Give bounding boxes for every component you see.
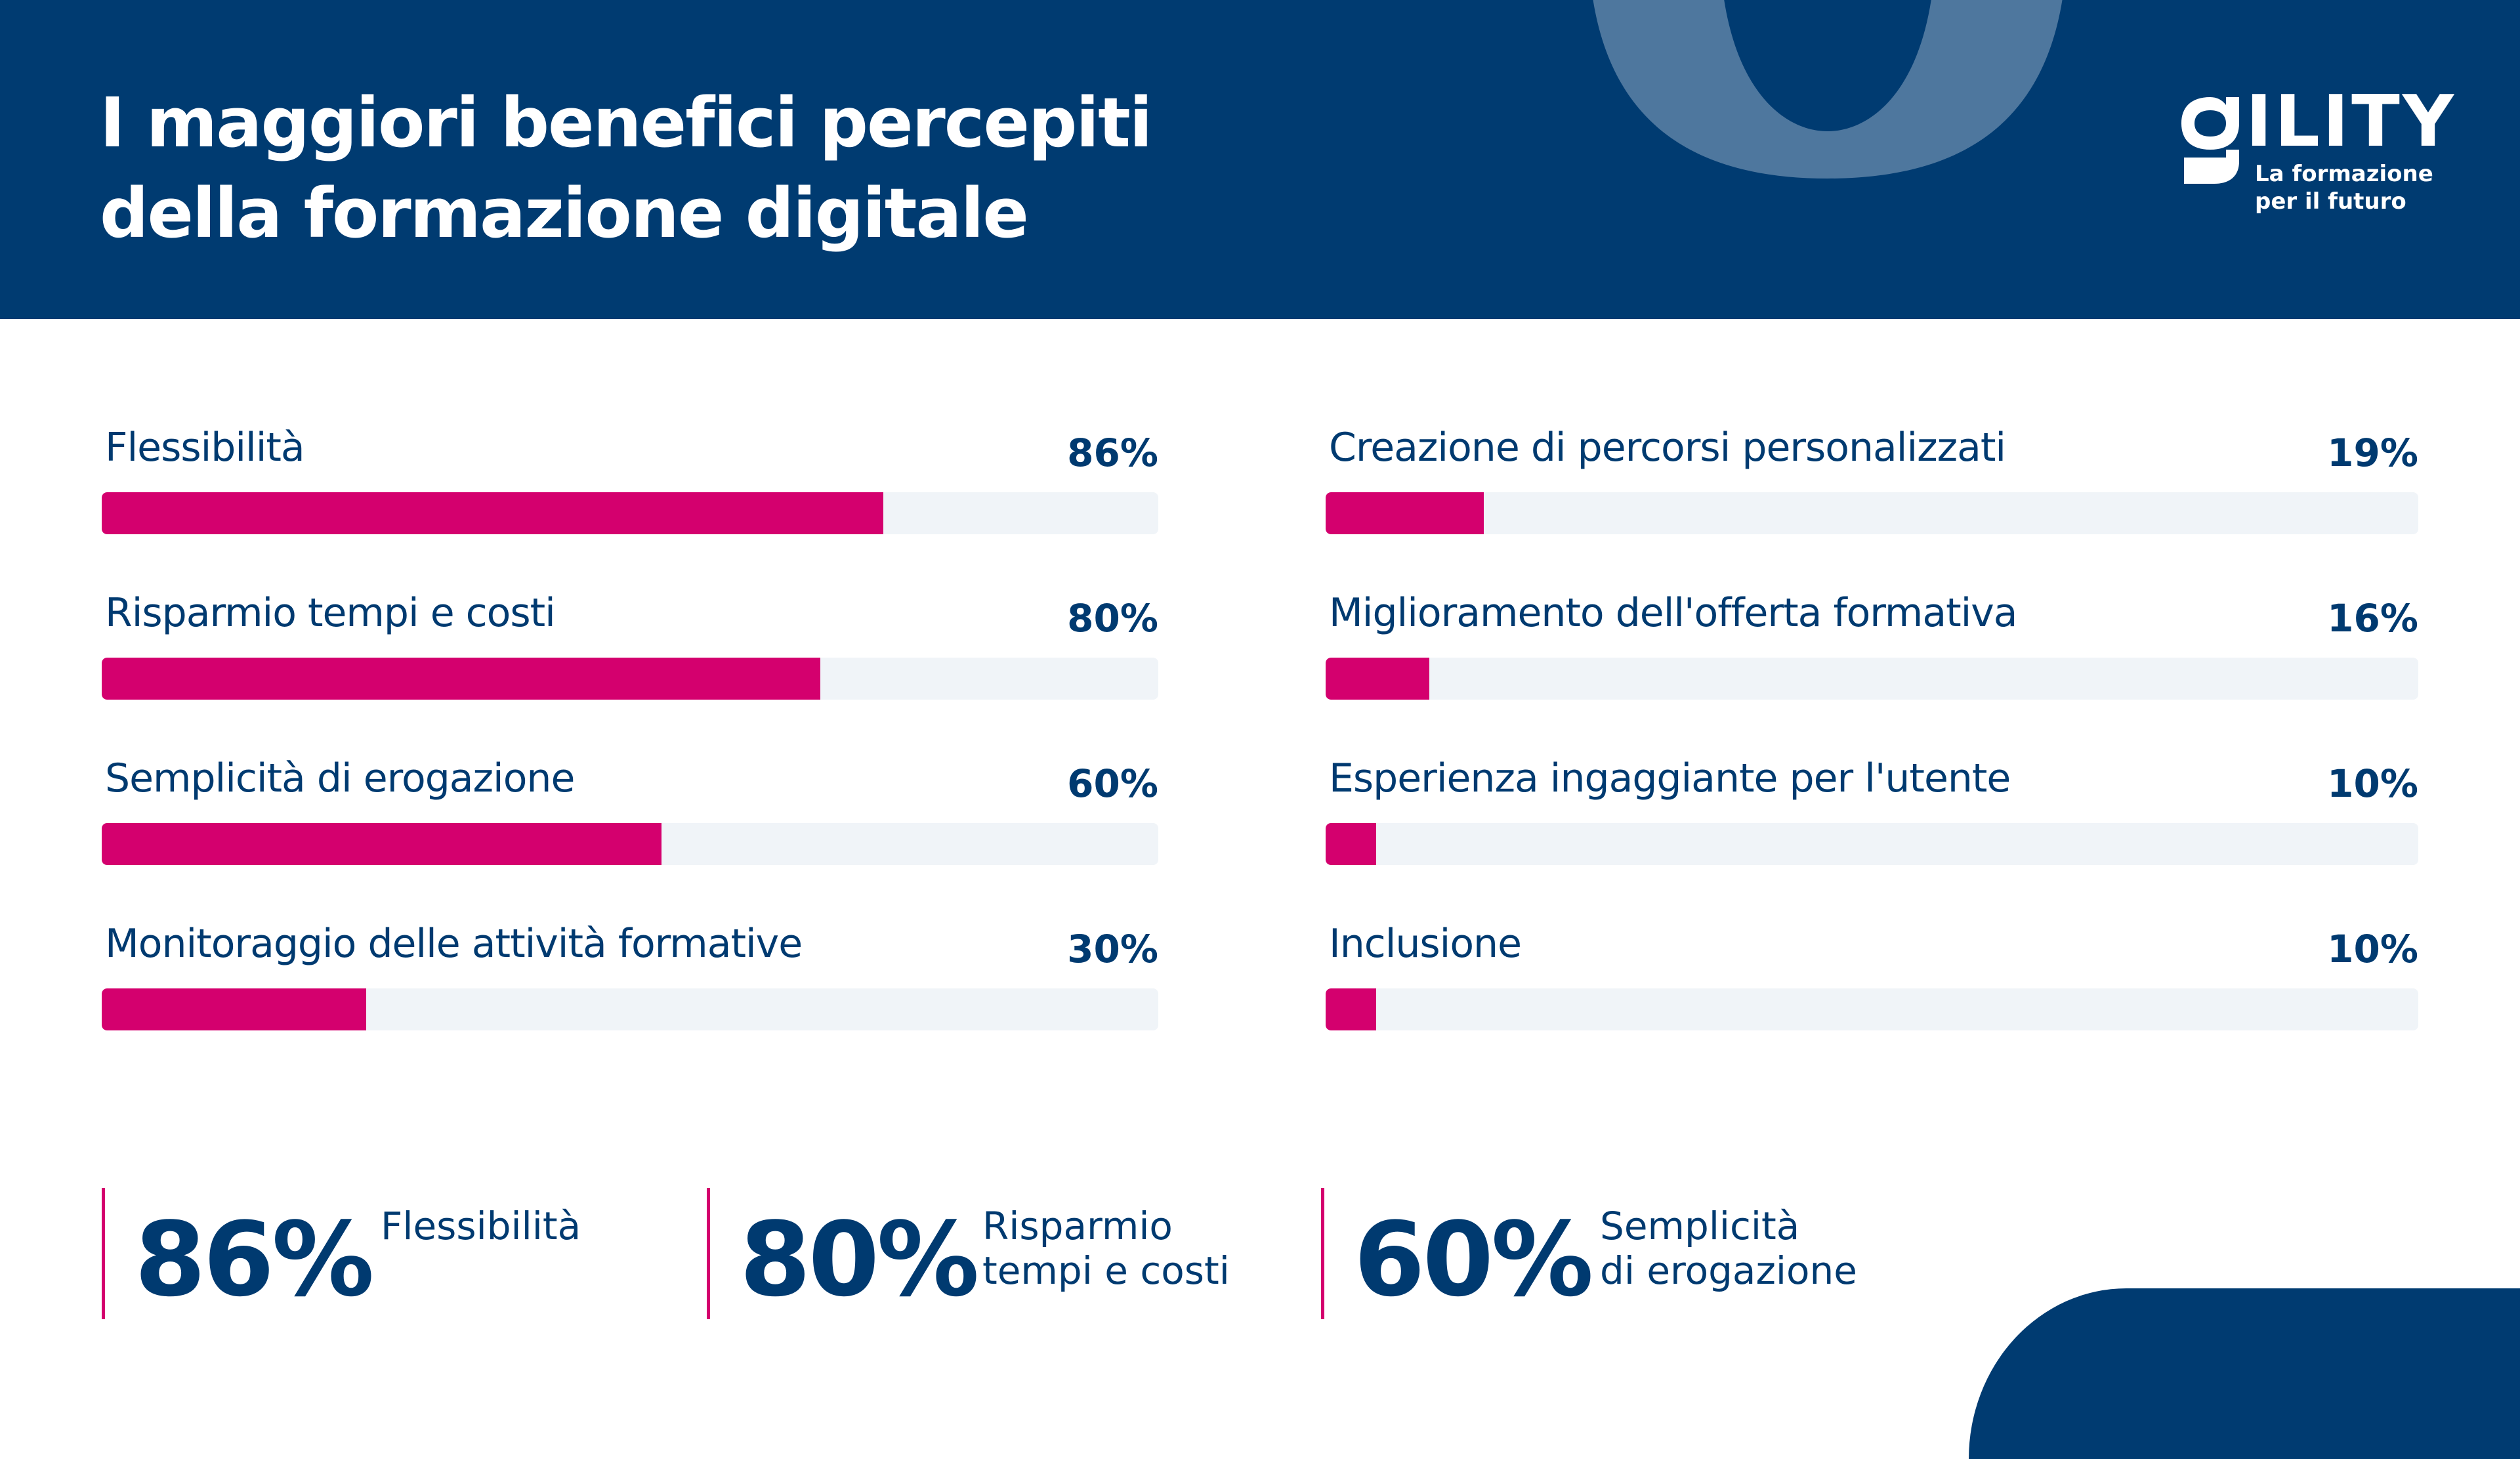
bar-label: Flessibilità (105, 425, 305, 471)
bar-fill (102, 988, 366, 1030)
logo-wordmark: ILITY (2246, 81, 2457, 163)
bar-label: Monitoraggio delle attività formative (105, 921, 803, 967)
highlight-desc-line-2: di erogazione (1600, 1248, 1857, 1293)
highlight-divider (1321, 1188, 1324, 1319)
bar-track (1326, 988, 2418, 1030)
bar-row: Risparmio tempi e costi 80% (102, 572, 1158, 738)
logo-g-icon (2181, 97, 2239, 184)
bar-value-label: 86% (1067, 431, 1158, 475)
bar-value-label: 10% (2327, 927, 2418, 971)
highlight-divider (102, 1188, 105, 1319)
bar-value-label: 80% (1067, 596, 1158, 641)
highlight-divider (707, 1188, 710, 1319)
bar-track (1326, 658, 2418, 700)
bar-row: Inclusione 10% (1326, 903, 2418, 1068)
highlight-value: 80% (740, 1200, 979, 1319)
bar-value-label: 30% (1067, 927, 1158, 971)
highlights-row: 86% Flessibilità 80% Risparmio tempi e c… (0, 1188, 2520, 1319)
bar-row: Esperienza ingaggiante per l'utente 10% (1326, 738, 2418, 903)
decorative-corner-shape (1969, 1288, 2520, 1459)
bar-label: Esperienza ingaggiante per l'utente (1329, 755, 2011, 801)
tagline-line-1: La formazione (2255, 161, 2433, 187)
highlight-desc-line-1: Risparmio (982, 1204, 1173, 1248)
highlight-desc: Risparmio tempi e costi (982, 1204, 1230, 1293)
bar-fill (1326, 492, 1484, 534)
title-line-1: I maggiori benefici percepiti (100, 83, 1152, 163)
bar-fill (1326, 658, 1430, 700)
bar-track (102, 492, 1158, 534)
logo-tagline: La formazione per il futuro (2255, 160, 2433, 215)
gility-logo: ILITY La formazione per il futuro (2177, 87, 2454, 223)
benefits-column-right: Creazione di percorsi personalizzati 19% M… (1326, 407, 2418, 1068)
highlight-desc-line-1: Flessibilità (381, 1204, 581, 1248)
highlight-desc: Flessibilità (381, 1204, 581, 1248)
bar-value-label: 60% (1067, 761, 1158, 806)
bar-row: Miglioramento dell'offerta formativa 16% (1326, 572, 2418, 738)
bar-value-label: 19% (2327, 431, 2418, 475)
bar-row: Flessibilità 86% (102, 407, 1158, 572)
highlight-desc-line-2: tempi e costi (982, 1248, 1230, 1293)
highlight-value: 60% (1354, 1200, 1593, 1319)
bar-row: Semplicità di erogazione 60% (102, 738, 1158, 903)
highlight-value: 86% (135, 1200, 374, 1319)
bar-track (1326, 492, 2418, 534)
bar-label: Risparmio tempi e costi (105, 590, 556, 636)
bar-fill (1326, 988, 1376, 1030)
bar-fill (102, 658, 820, 700)
bar-row: Monitoraggio delle attività formative 30% (102, 903, 1158, 1068)
bar-label: Inclusione (1329, 921, 1522, 967)
bar-track (1326, 823, 2418, 865)
bar-fill (102, 492, 884, 534)
bar-fill (102, 823, 662, 865)
bar-track (102, 988, 1158, 1030)
tagline-line-2: per il futuro (2255, 188, 2406, 215)
highlight-desc-line-1: Semplicità (1600, 1204, 1800, 1248)
bar-track (102, 658, 1158, 700)
decorative-u-shape (1593, 0, 2063, 179)
bar-label: Miglioramento dell'offerta formativa (1329, 590, 2018, 636)
bar-label: Creazione di percorsi personalizzati (1329, 425, 2006, 471)
benefits-column-left: Flessibilità 86% Risparmio tempi e costi 80… (102, 407, 1158, 1068)
page-title: I maggiori benefici percepiti della form… (100, 77, 1347, 259)
header-banner: I maggiori benefici percepiti della form… (0, 0, 2520, 319)
title-line-2: della formazione digitale (100, 173, 1029, 253)
bar-row: Creazione di percorsi personalizzati 19% (1326, 407, 2418, 572)
bar-value-label: 16% (2327, 596, 2418, 641)
bar-fill (1326, 823, 1376, 865)
bar-label: Semplicità di erogazione (105, 755, 575, 801)
highlight-desc: Semplicità di erogazione (1600, 1204, 1857, 1293)
bar-track (102, 823, 1158, 865)
bar-value-label: 10% (2327, 761, 2418, 806)
